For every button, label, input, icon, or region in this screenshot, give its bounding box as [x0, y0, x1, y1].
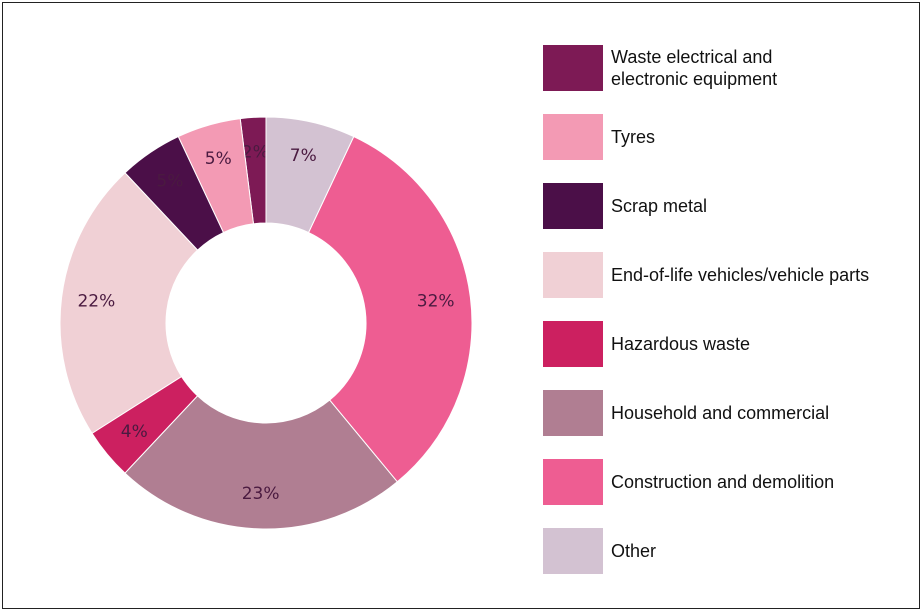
slice-value-label: 7%	[290, 146, 317, 166]
slice-value-label: 4%	[121, 422, 148, 442]
legend-item: Scrap metal	[543, 183, 923, 229]
legend-swatch	[543, 45, 603, 91]
legend-swatch	[543, 528, 603, 574]
slice-value-label: 5%	[156, 172, 183, 192]
donut-chart: 2% 5% 5% 22% 4% 23% 32% 7%	[59, 116, 473, 530]
legend-swatch	[543, 459, 603, 505]
legend-label: Tyres	[611, 127, 656, 147]
legend-item: Other	[543, 528, 923, 574]
slice-value-label: 22%	[77, 292, 115, 312]
slice-value-label: 2%	[242, 142, 269, 162]
legend-swatch	[543, 114, 603, 160]
legend-swatch	[543, 183, 603, 229]
legend-label: Construction and demolition	[611, 472, 835, 492]
chart-frame: 2% 5% 5% 22% 4% 23% 32% 7% Waste electrical and…	[2, 2, 920, 609]
donut-slice	[124, 395, 399, 530]
slice-value-label: 23%	[242, 484, 280, 504]
legend-swatch	[543, 390, 603, 436]
legend-label: Other	[611, 541, 657, 561]
legend-item: Household and commercial	[543, 390, 923, 436]
legend-label: Scrap metal	[611, 196, 708, 216]
legend-swatch	[543, 252, 603, 298]
slice-value-label: 32%	[417, 292, 455, 312]
legend-item: End-of-life vehicles/vehicle parts	[543, 252, 923, 298]
legend-item: Hazardous waste	[543, 321, 923, 367]
legend-label: Household and commercial	[611, 403, 830, 423]
legend-label: Hazardous waste	[611, 334, 751, 354]
legend-label: Waste electrical and electronic equipmen…	[611, 47, 778, 89]
donut-slice	[265, 116, 355, 234]
legend-label: End-of-life vehicles/vehicle parts	[611, 265, 870, 285]
slice-value-label: 5%	[205, 149, 232, 169]
donut-slice	[59, 172, 199, 435]
legend-swatch	[543, 321, 603, 367]
legend-item: Construction and demolition	[543, 459, 923, 505]
legend-item: Waste electrical and electronic equipmen…	[543, 45, 923, 91]
donut-slice	[307, 135, 473, 483]
legend-item: Tyres	[543, 114, 923, 160]
